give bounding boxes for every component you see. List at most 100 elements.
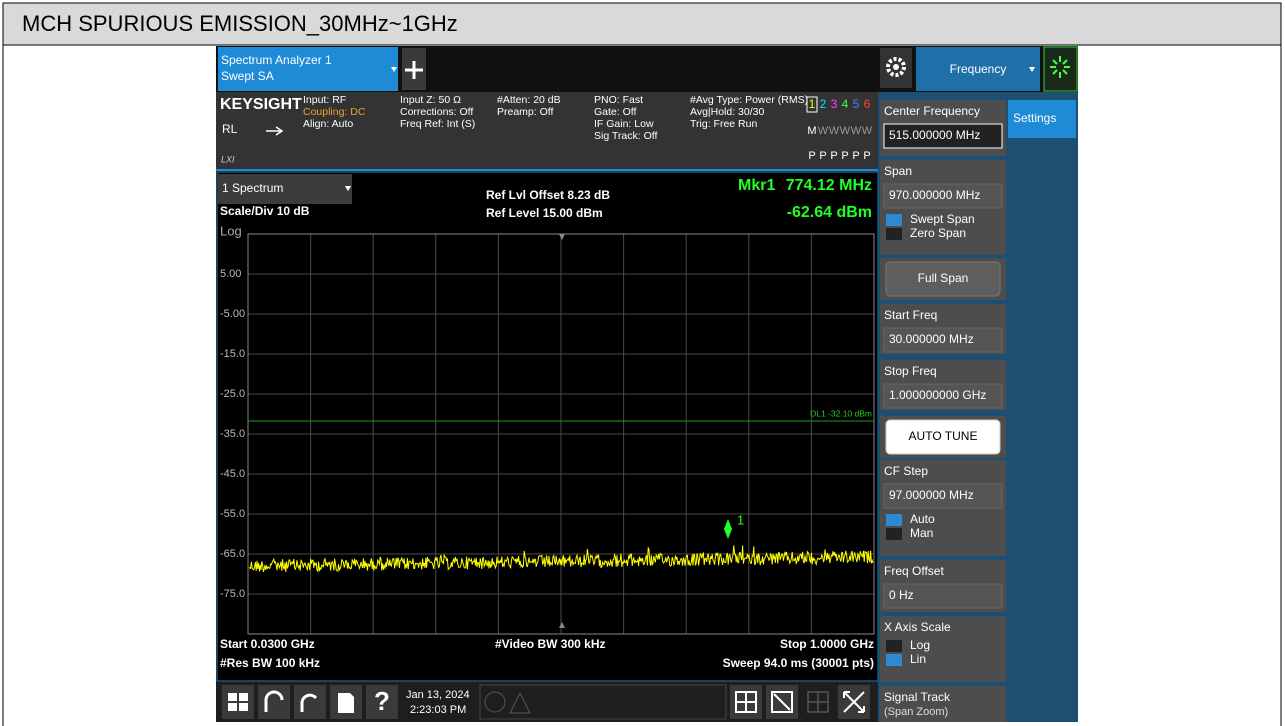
plus-icon [405,61,423,79]
radio-indicator[interactable] [886,514,902,526]
gear-icon [886,57,906,77]
radio-label: Swept Span [910,212,975,226]
scale-label: Scale/Div 10 dB [220,204,310,218]
panel-label: Span [884,164,912,178]
trace-number: 2 [820,97,827,111]
center-marker-bottom [559,622,565,628]
noise-trace [248,545,874,573]
y-tick-label: -45.0 [220,468,245,480]
radio-indicator[interactable] [886,654,902,666]
footer-res-bw: #Res BW 100 kHz [220,656,320,670]
trace-detector: P [841,150,848,162]
y-tick-label: -15.0 [220,348,245,360]
taskbar-time: 2:23:03 PM [410,704,466,716]
trace-number: 6 [864,97,871,111]
settings-tab[interactable] [1008,100,1076,138]
analyzer-tab[interactable] [218,47,398,91]
trace-mode: W [829,125,840,137]
panel-value-box[interactable] [883,183,1003,209]
y-tick-label: -65.0 [220,548,245,560]
radio-indicator[interactable] [886,640,902,652]
trace-number: 3 [831,97,838,111]
header-info: Gate: Off [594,106,636,118]
radio-label: Zero Span [910,226,966,240]
touch-triangle [509,691,531,714]
header-info: IF Gain: Low [594,118,654,130]
taskbar-button[interactable] [222,685,254,719]
radio-label: Man [910,526,933,540]
header-info: Input Z: 50 Ω [400,94,461,106]
header-info: Avg|Hold: 30/30 [690,106,764,118]
taskbar-button[interactable] [258,685,290,719]
radio-label: Lin [910,652,926,666]
dropdown-arrow [391,67,397,72]
footer-sweep: Sweep 94.0 ms (30001 pts) [723,656,874,670]
panel-value: 1.000000000 GHz [889,388,986,402]
marker-name: Mkr1 [738,177,775,194]
header-info: #Atten: 20 dB [497,94,561,106]
y-tick-label: -55.0 [220,508,245,520]
trace-detector: P [819,150,826,162]
tab-label: Swept SA [221,69,274,83]
trace-mode: W [851,125,862,137]
header-info: Trig: Free Run [690,118,757,130]
taskbar-date: Jan 13, 2024 [406,689,470,701]
zoom-icon [771,691,793,713]
panel-button[interactable] [885,261,1001,297]
window-dropdown[interactable] [218,174,352,204]
radio-indicator[interactable] [886,228,902,240]
header-info: PNO: Fast [594,94,643,106]
radio-indicator[interactable] [886,528,902,540]
brand: KEYSIGHT [220,96,302,113]
panel-value-box[interactable] [883,383,1003,409]
y-tick-label: -25.0 [220,388,245,400]
title-band [2,2,1282,46]
panel-section[interactable] [880,686,1006,722]
panel-label: Signal Track [884,690,951,704]
log-label: Log [220,223,242,238]
trace-detector: P [863,150,870,162]
redo-icon [300,693,318,712]
panel-label: CF Step [884,464,928,478]
trace-number: 5 [853,97,860,111]
status-icon[interactable] [1043,46,1078,92]
y-tick-label: -5.00 [220,308,245,320]
radio-indicator[interactable] [886,214,902,226]
panel-label: Freq Offset [884,564,944,578]
panel-button[interactable] [885,419,1001,455]
marker-freq: 774.12 MHz [786,177,872,194]
undo-icon [264,690,284,712]
menu-tab[interactable] [916,47,1040,91]
marker-index: 1 [737,512,744,527]
header-info: Coupling: DC [303,106,366,118]
trace-mode: W [818,125,829,137]
busy-icon [1050,56,1070,78]
trace-number: 1 [809,97,816,111]
panel-value-box[interactable] [883,583,1003,609]
panel-value: 0 Hz [889,588,914,602]
windows-icon [228,693,248,711]
page-title: MCH SPURIOUS EMISSION_30MHz~1GHz [22,11,458,36]
panel-value-box[interactable] [883,327,1003,353]
graph-area [216,171,879,682]
trace-mode: M [807,125,816,137]
header-info: Input: RF [303,94,346,106]
trace-detector: P [852,150,859,162]
panel-value-box[interactable] [883,483,1003,509]
dropdown-arrow [345,186,351,191]
expand-icon [843,691,865,713]
panel-button-label: AUTO TUNE [909,429,978,443]
y-tick-label: -75.0 [220,588,245,600]
footer-video-bw: #Video BW 300 kHz [495,637,605,651]
taskbar-button[interactable] [366,685,398,719]
header-rule [216,169,880,171]
layout-icon [735,691,757,713]
trace-detector: P [830,150,837,162]
help-icon: ? [374,686,390,716]
grid-icon [807,691,829,713]
taskbar-button[interactable] [294,685,326,719]
panel-label: X Axis Scale [884,620,951,634]
panel-value-box[interactable] [883,123,1003,149]
y-tick-label: 5.00 [220,268,241,280]
